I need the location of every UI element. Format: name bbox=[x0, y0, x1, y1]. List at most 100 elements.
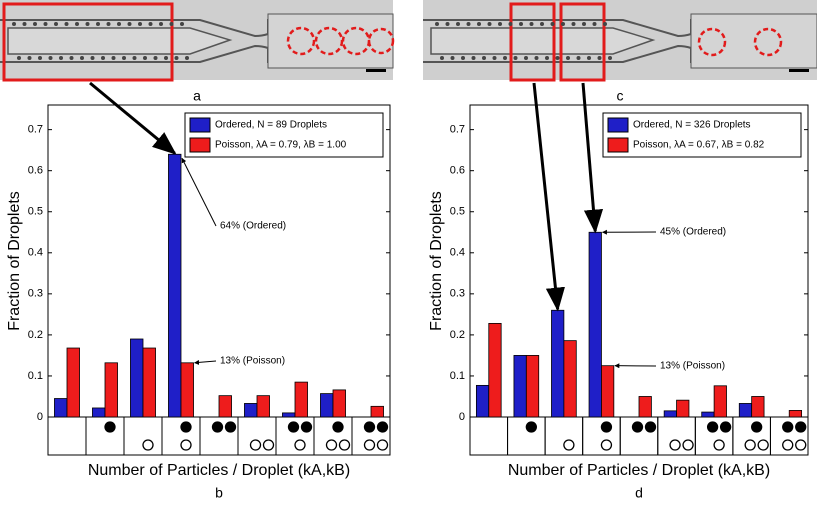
annotation: 45% (Ordered) bbox=[660, 227, 726, 238]
category-cell bbox=[508, 417, 546, 455]
annotation: 64% (Ordered) bbox=[220, 221, 286, 232]
particle bbox=[461, 56, 465, 60]
x-axis-label: Number of Particles / Droplet (kA,kB) bbox=[88, 462, 350, 479]
bar bbox=[489, 323, 501, 417]
particle bbox=[23, 22, 27, 26]
particle-a bbox=[213, 422, 223, 432]
particle bbox=[451, 56, 455, 60]
particle-b bbox=[365, 440, 375, 450]
particle-a bbox=[365, 422, 375, 432]
particle-b bbox=[181, 440, 191, 450]
legend-label: Poisson, λA = 0.79, λB = 1.00 bbox=[215, 140, 347, 151]
bar bbox=[752, 396, 764, 417]
bar bbox=[514, 355, 526, 417]
category-cell bbox=[86, 417, 124, 455]
category-cell bbox=[583, 417, 621, 455]
particle-a bbox=[181, 422, 191, 432]
legend-swatch bbox=[190, 138, 210, 152]
particle bbox=[587, 56, 591, 60]
particle-b bbox=[758, 440, 768, 450]
bar bbox=[333, 390, 346, 417]
category-cell bbox=[124, 417, 162, 455]
particle bbox=[535, 56, 539, 60]
annotation-arrow bbox=[182, 158, 216, 226]
bar bbox=[601, 366, 613, 417]
bar bbox=[67, 348, 80, 417]
particle bbox=[519, 22, 523, 26]
particle bbox=[561, 22, 565, 26]
particle-a bbox=[796, 422, 806, 432]
legend-label: Ordered, N = 89 Droplets bbox=[215, 120, 327, 131]
particle-b bbox=[251, 440, 261, 450]
particle bbox=[75, 22, 79, 26]
particle bbox=[12, 22, 16, 26]
particle bbox=[530, 22, 534, 26]
particle bbox=[593, 22, 597, 26]
legend-swatch bbox=[608, 118, 628, 132]
bar bbox=[677, 400, 689, 417]
particle bbox=[49, 56, 53, 60]
particle bbox=[17, 56, 21, 60]
particle bbox=[107, 22, 111, 26]
panel-label: a bbox=[193, 88, 201, 104]
particle bbox=[44, 22, 48, 26]
particle bbox=[446, 22, 450, 26]
bar bbox=[130, 339, 143, 417]
particle bbox=[122, 56, 126, 60]
category-cell bbox=[162, 417, 200, 455]
category-cell bbox=[545, 417, 583, 455]
panel-label: b bbox=[215, 485, 223, 501]
category-cell bbox=[470, 417, 508, 455]
y-tick-label: 0.1 bbox=[450, 370, 465, 382]
y-tick-label: 0 bbox=[37, 411, 43, 423]
particle bbox=[175, 56, 179, 60]
particle bbox=[33, 22, 37, 26]
particle bbox=[143, 56, 147, 60]
bar bbox=[551, 310, 563, 417]
particle bbox=[185, 56, 189, 60]
particle bbox=[472, 56, 476, 60]
y-tick-label: 0.3 bbox=[450, 288, 465, 300]
particle-b bbox=[796, 440, 806, 450]
particle-a bbox=[601, 422, 611, 432]
particle bbox=[65, 22, 69, 26]
bar bbox=[219, 396, 232, 417]
bar bbox=[371, 406, 384, 417]
bar bbox=[564, 341, 576, 417]
bar bbox=[295, 382, 308, 417]
y-axis-label: Fraction of Droplets bbox=[6, 191, 23, 331]
y-tick-label: 0 bbox=[459, 411, 465, 423]
particle bbox=[154, 56, 158, 60]
particle-b bbox=[378, 440, 388, 450]
particle bbox=[59, 56, 63, 60]
y-tick-label: 0.4 bbox=[28, 247, 43, 259]
particle-a bbox=[633, 422, 643, 432]
particle-a bbox=[302, 422, 312, 432]
particle bbox=[608, 56, 612, 60]
particle-b bbox=[143, 440, 153, 450]
bar bbox=[92, 408, 105, 417]
y-tick-label: 0.4 bbox=[450, 247, 465, 259]
particle-a bbox=[646, 422, 656, 432]
annotation: 13% (Poisson) bbox=[660, 361, 725, 372]
particle bbox=[112, 56, 116, 60]
particle bbox=[38, 56, 42, 60]
particle bbox=[540, 22, 544, 26]
particle-a bbox=[289, 422, 299, 432]
particle-a bbox=[333, 422, 343, 432]
bar bbox=[526, 355, 538, 417]
y-tick-label: 0.5 bbox=[450, 206, 465, 218]
bar bbox=[476, 385, 488, 417]
particle bbox=[572, 22, 576, 26]
particle bbox=[577, 56, 581, 60]
particle bbox=[503, 56, 507, 60]
particle-b bbox=[714, 440, 724, 450]
particle bbox=[509, 22, 513, 26]
bar bbox=[282, 413, 295, 417]
bar bbox=[714, 386, 726, 417]
particle-b bbox=[670, 440, 680, 450]
bar bbox=[639, 396, 651, 417]
y-tick-label: 0.6 bbox=[450, 165, 465, 177]
bar bbox=[168, 154, 181, 417]
